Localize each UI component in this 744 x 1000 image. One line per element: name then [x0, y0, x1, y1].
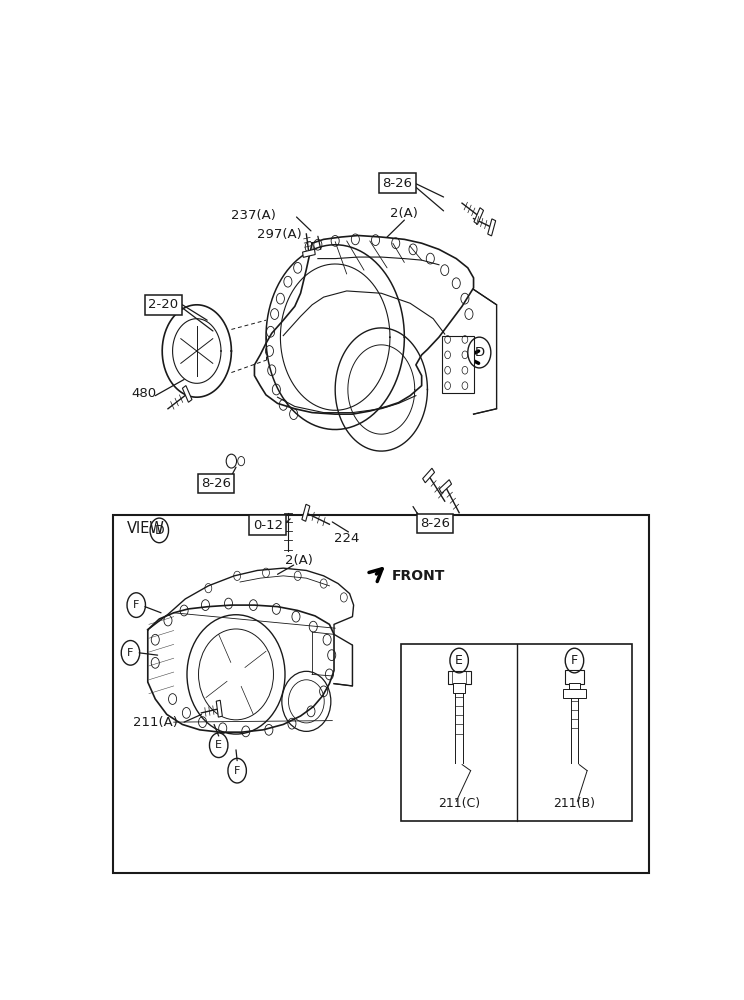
Text: F: F	[571, 654, 578, 667]
Text: 0-12: 0-12	[253, 519, 283, 532]
Text: 480: 480	[131, 387, 156, 400]
Bar	[453, 683, 465, 693]
Polygon shape	[423, 468, 434, 483]
Text: 211(B): 211(B)	[554, 797, 595, 810]
Text: F: F	[234, 766, 240, 776]
Text: 211(C): 211(C)	[438, 797, 480, 810]
Bar	[402, 644, 632, 821]
Polygon shape	[182, 386, 192, 402]
Text: 2(A): 2(A)	[391, 207, 418, 220]
Text: FRONT: FRONT	[391, 569, 445, 583]
Text: D: D	[155, 524, 164, 537]
Polygon shape	[303, 249, 315, 257]
Polygon shape	[474, 208, 484, 224]
Text: 224: 224	[334, 532, 359, 545]
Text: 8-26: 8-26	[201, 477, 231, 490]
Text: 2(A): 2(A)	[286, 554, 313, 567]
Bar	[442, 336, 474, 393]
Bar	[565, 670, 584, 684]
Text: D: D	[474, 346, 484, 359]
Text: 2-20: 2-20	[148, 298, 179, 311]
Text: 211(A): 211(A)	[133, 716, 179, 729]
Text: 237(A): 237(A)	[231, 209, 276, 222]
Text: F: F	[133, 600, 139, 610]
Circle shape	[238, 456, 245, 466]
Bar	[113, 515, 650, 873]
Polygon shape	[439, 480, 452, 493]
Polygon shape	[488, 219, 496, 236]
Text: E: E	[215, 740, 222, 750]
Text: 8-26: 8-26	[420, 517, 450, 530]
Text: 297(A): 297(A)	[257, 228, 302, 241]
Text: F: F	[127, 648, 134, 658]
Bar	[448, 671, 471, 684]
Bar	[563, 689, 586, 698]
Polygon shape	[302, 504, 310, 521]
Text: E: E	[455, 654, 463, 667]
Text: 8-26: 8-26	[382, 177, 412, 190]
Text: VIEW: VIEW	[126, 521, 164, 536]
Bar	[568, 683, 580, 690]
Polygon shape	[217, 700, 222, 717]
